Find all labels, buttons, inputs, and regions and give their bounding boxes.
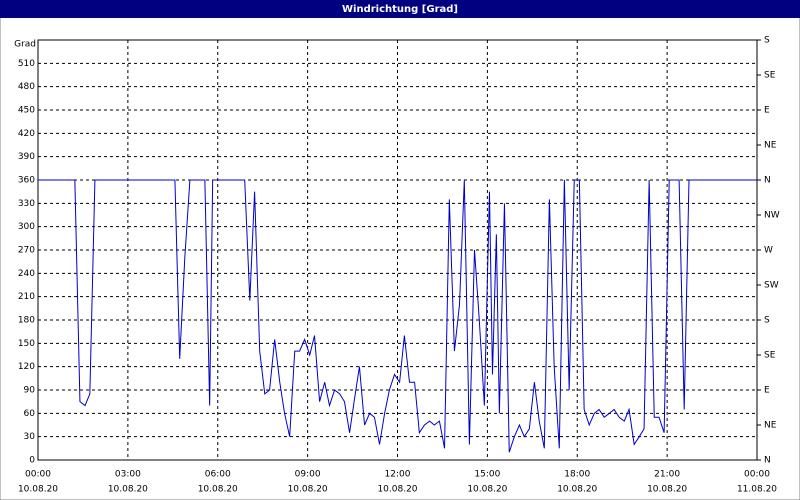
x-tick-date: 10.08.20	[557, 485, 597, 495]
y-tick-label: 210	[18, 292, 35, 302]
y-tick-label: 180	[18, 316, 35, 326]
y2-tick-label: SE	[764, 71, 776, 81]
x-tick-label: 06:00	[205, 470, 231, 480]
x-tick-label: 00:00	[25, 470, 51, 480]
x-tick-date: 10.08.20	[288, 485, 328, 495]
x-tick-label: 09:00	[295, 470, 321, 480]
data-line	[38, 179, 757, 453]
x-tick-date: 10.08.20	[18, 485, 58, 495]
window-title: Windrichtung [Grad]	[342, 4, 458, 15]
x-tick-label: 00:00	[744, 470, 770, 480]
y2-tick-label: NW	[764, 211, 780, 221]
y-tick-label: 90	[24, 386, 36, 396]
y-tick-label: 300	[18, 222, 35, 232]
y-tick-label: 480	[18, 82, 35, 92]
y2-tick-label: SE	[764, 351, 776, 361]
y2-tick-label: S	[764, 36, 770, 46]
y-tick-label: 330	[18, 199, 35, 209]
y-tick-label: 60	[24, 409, 36, 419]
title-bar	[0, 0, 800, 18]
y-tick-label: 420	[18, 129, 35, 139]
x-tick-date: 10.08.20	[108, 485, 148, 495]
x-tick-date: 11.08.20	[737, 485, 777, 495]
y-tick-label: 0	[29, 456, 35, 466]
x-tick-label: 15:00	[474, 470, 500, 480]
y-tick-label: 510	[18, 59, 35, 69]
y-tick-label: 30	[24, 432, 36, 442]
y-tick-label: 390	[18, 152, 35, 162]
y-tick-label: 450	[18, 106, 35, 116]
y2-tick-label: NE	[764, 141, 777, 151]
y-axis-label: Grad	[14, 40, 36, 50]
y2-tick-label: N	[764, 176, 771, 186]
y2-tick-label: E	[764, 106, 770, 116]
y2-tick-label: NE	[764, 421, 777, 431]
y-tick-label: 150	[18, 339, 35, 349]
x-tick-label: 21:00	[654, 470, 680, 480]
y-tick-label: 360	[18, 176, 35, 186]
y2-tick-label: W	[764, 246, 773, 256]
y-tick-label: 240	[18, 269, 35, 279]
x-tick-label: 12:00	[385, 470, 411, 480]
x-tick-label: 03:00	[115, 470, 141, 480]
y2-tick-label: E	[764, 386, 770, 396]
x-tick-label: 18:00	[564, 470, 590, 480]
x-tick-date: 10.08.20	[467, 485, 507, 495]
y2-tick-label: SW	[764, 281, 779, 291]
x-tick-date: 10.08.20	[647, 485, 687, 495]
y-tick-label: 120	[18, 362, 35, 372]
x-tick-date: 10.08.20	[377, 485, 417, 495]
y2-tick-label: N	[764, 456, 771, 466]
y-tick-label: 270	[18, 246, 35, 256]
y2-tick-label: S	[764, 316, 770, 326]
x-tick-date: 10.08.20	[198, 485, 238, 495]
